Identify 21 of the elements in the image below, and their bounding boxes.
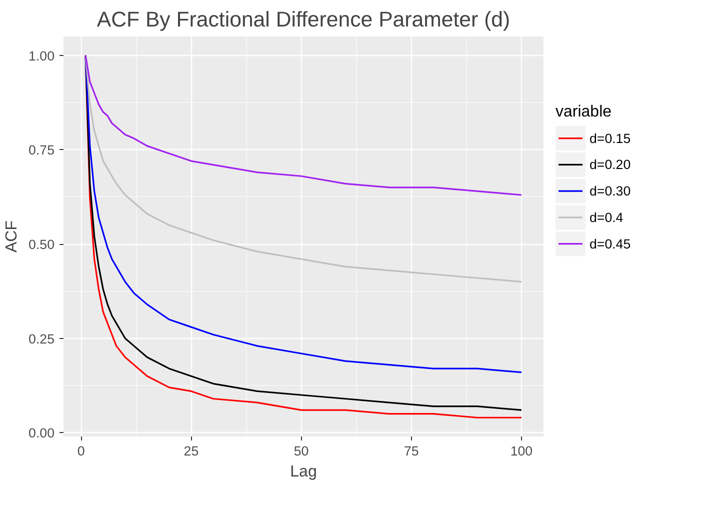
line-series [84, 54, 522, 196]
y-tick-label: 0.25 [28, 331, 55, 346]
x-tick-label: 25 [184, 444, 199, 458]
legend-label: d=0.4 [590, 210, 624, 225]
y-tick-label: 0.50 [28, 237, 55, 252]
y-tick-label: 1.00 [28, 48, 55, 64]
y-tick-label: 0.75 [28, 142, 55, 158]
legend-label: d=0.45 [590, 236, 631, 252]
x-tick-label: 50 [294, 444, 309, 458]
legend-label: d=0.20 [590, 157, 631, 172]
x-axis-title: Lag [290, 464, 317, 480]
x-tick-label: 0 [77, 444, 85, 458]
x-tick-label: 100 [510, 444, 533, 458]
legend-title: variable [556, 103, 612, 120]
y-tick-label: 0.00 [28, 426, 55, 441]
legend-label: d=0.30 [590, 184, 631, 199]
chart-title: ACF By Fractional Difference Parameter (d) [96, 8, 510, 32]
legend-label: d=0.15 [590, 130, 631, 146]
x-tick-label: 75 [404, 444, 419, 458]
line-series [84, 54, 522, 283]
y-axis-title: ACF [4, 220, 21, 252]
